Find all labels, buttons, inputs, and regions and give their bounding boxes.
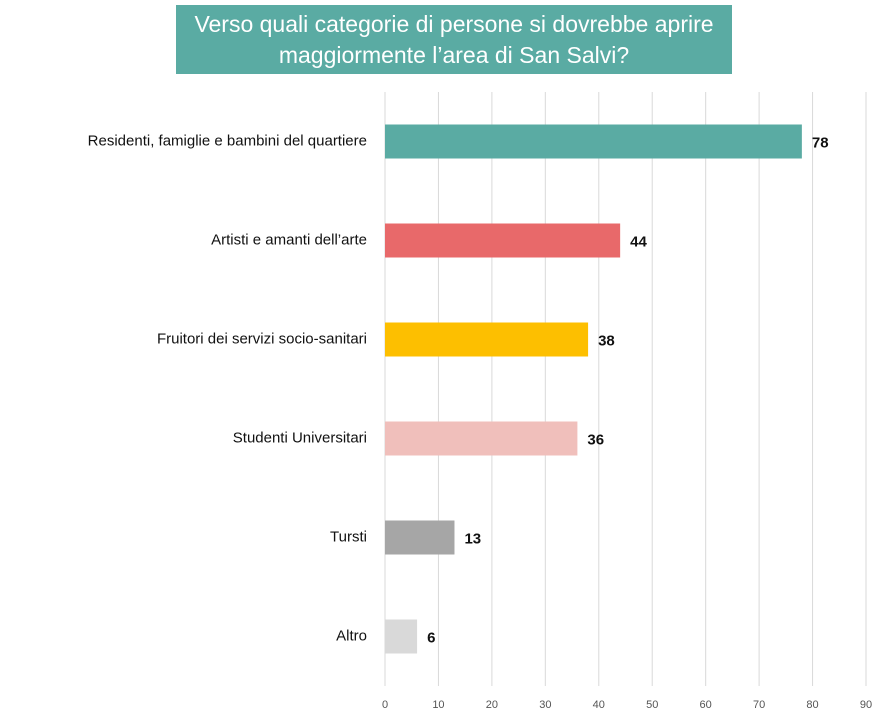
x-tick-label: 50 xyxy=(646,699,658,711)
y-tick-label: Fruitori dei servizi socio-sanitari xyxy=(157,330,367,347)
x-tick-label: 40 xyxy=(593,699,605,711)
x-tick-label: 80 xyxy=(806,699,818,711)
value-label: 78 xyxy=(812,134,829,151)
value-label: 6 xyxy=(427,629,435,646)
y-tick-label: Artisti e amanti dell’arte xyxy=(211,231,367,248)
value-label: 38 xyxy=(598,332,615,349)
bar xyxy=(385,619,418,654)
x-tick-label: 60 xyxy=(700,699,712,711)
bar xyxy=(385,520,455,555)
x-tick-label: 0 xyxy=(382,699,388,711)
x-tick-label: 30 xyxy=(539,699,551,711)
bar xyxy=(385,421,578,456)
value-label: 44 xyxy=(630,233,647,250)
x-tick-label: 20 xyxy=(486,699,498,711)
x-tick-label: 90 xyxy=(860,699,872,711)
value-label: 13 xyxy=(464,530,481,547)
bar xyxy=(385,322,589,357)
y-tick-label: Studenti Universitari xyxy=(233,429,367,446)
chart-title: Verso quali categorie di persone si dovr… xyxy=(176,5,732,74)
bar xyxy=(385,223,621,258)
x-tick-label: 10 xyxy=(432,699,444,711)
y-tick-label: Tursti xyxy=(330,528,367,545)
y-tick-label: Residenti, famiglie e bambini del quarti… xyxy=(88,132,367,149)
y-tick-label: Altro xyxy=(336,627,367,644)
x-tick-label: 70 xyxy=(753,699,765,711)
bar xyxy=(385,124,802,159)
value-label: 36 xyxy=(587,431,604,448)
